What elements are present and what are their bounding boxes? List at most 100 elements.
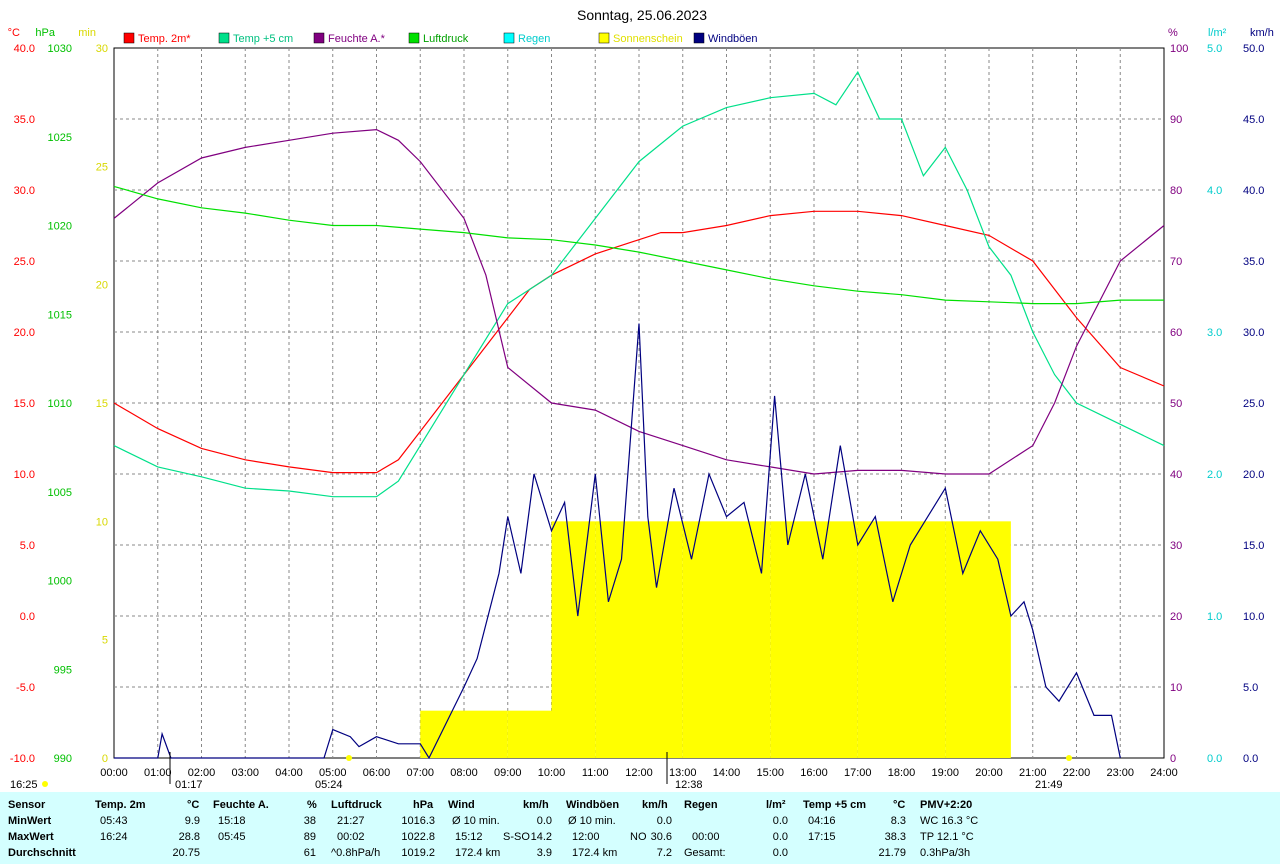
chart-title: Sonntag, 25.06.2023 [577,7,707,23]
temp-axis-tick: 0.0 [20,611,35,623]
humidity-axis-tick: 20 [1170,611,1182,623]
col-rain: Regen [684,799,718,811]
temp-axis-tick: 30.0 [14,185,35,197]
wind-axis-tick: 45.0 [1243,114,1264,126]
moonset-label: 16:25 [10,779,38,791]
pressure-axis-tick: 1020 [48,221,72,233]
cell: 21.79 [878,847,906,859]
cell: 172.4 km [572,847,618,859]
x-tick-label: 05:00 [319,767,347,779]
series-lines [113,70,1165,760]
legend-label: Temp. 2m* [138,33,191,45]
x-tick-label: 07:00 [406,767,434,779]
col-gusts-unit: km/h [642,799,668,811]
legend-swatch [693,32,705,44]
cell: 172.4 km [455,847,501,859]
wind-axis-tick: 30.0 [1243,327,1264,339]
sunshine-bar [857,521,902,758]
col-wind-unit: km/h [523,799,549,811]
cell: 1022.8 [401,831,435,843]
legend-swatch [503,32,515,44]
wind-axis-tick: 5.0 [1243,682,1258,694]
legend-label: Sonnenschein [613,33,683,45]
legend-swatch [313,32,325,44]
sunshine-bars [420,521,1011,758]
astro-markers: 16:25 01:17 05:24 12:38 21:49 [10,752,1072,791]
cell: ^0.8hPa/h [331,847,381,859]
sunshine-bar [945,521,989,758]
legend-swatch [408,32,420,44]
temp-axis-tick: 35.0 [14,114,35,126]
cell: 38.3 [884,831,906,843]
sun-axis-tick: 15 [96,398,108,410]
legend-swatch [123,32,135,44]
x-tick-label: 17:00 [844,767,872,779]
legend-swatch [598,32,610,44]
cell: 28.8 [178,831,200,843]
cell: 3.9 [536,847,552,859]
cell: 8.3 [890,815,906,827]
rain-axis-tick: 5.0 [1207,43,1222,55]
cell: 12:00 [572,831,600,843]
sunshine-bar [595,521,639,758]
sunshine-bar [901,521,946,758]
temp-axis-tick: 10.0 [14,469,35,481]
cell: 1016.3 [401,815,435,827]
sun-axis-tick: 25 [96,161,108,173]
sunshine-bar [989,521,1011,758]
sun-axis-unit: min [78,27,96,39]
x-tick-label: 21:00 [1019,767,1047,779]
cell: S-SO [503,831,530,843]
pressure-axis-tick: 990 [54,753,72,765]
wind-axis-tick: 40.0 [1243,185,1264,197]
cell: 9.9 [184,815,200,827]
legend-label: Temp +5 cm [233,33,293,45]
sun-axis-tick: 0 [102,753,108,765]
humidity-axis-tick: 0 [1170,753,1176,765]
col-temp2m: Temp. 2m [95,799,146,811]
rain-axis-tick: 3.0 [1207,327,1222,339]
humidity-axis-tick: 100 [1170,43,1188,55]
x-tick-label: 11:00 [582,767,609,779]
humidity-axis-tick: 80 [1170,185,1182,197]
humidity-axis-unit: % [1168,27,1178,39]
cell: 21:27 [337,815,365,827]
wind-axis-tick: 20.0 [1243,469,1264,481]
x-tick-label: 23:00 [1106,767,1134,779]
humidity-axis-tick: 40 [1170,469,1182,481]
col-sensor: Sensor [8,799,46,811]
cell: 61 [303,847,316,859]
sunrise-label: 05:24 [315,779,343,791]
legend-label: Luftdruck [423,33,469,45]
rain-axis-unit: l/m² [1208,27,1227,39]
row-avg: Durchschnitt [8,847,76,859]
sunshine-bar [639,521,683,758]
pressure-axis-tick: 1010 [48,398,72,410]
cell: Ø 10 min. [568,815,616,827]
series-line [113,210,1165,474]
wind-axis-unit: km/h [1250,27,1274,39]
legend-swatch [218,32,230,44]
temp-axis-unit: °C [8,27,20,39]
moonrise-label: 01:17 [175,779,203,791]
x-tick-label: 12:00 [625,767,653,779]
rain-axis-tick: 4.0 [1207,185,1222,197]
row-max: MaxWert [8,831,54,843]
humidity-axis-tick: 50 [1170,398,1182,410]
wind-axis-tick: 50.0 [1243,43,1264,55]
x-tick-label: 22:00 [1063,767,1091,779]
cell: 0.0 [536,815,552,827]
rain-axis-tick: 2.0 [1207,469,1222,481]
temp-axis-tick: -10.0 [10,753,35,765]
x-tick-label: 06:00 [363,767,391,779]
cell: TP 12.1 °C [920,831,974,843]
col-pressure: Luftdruck [331,799,382,811]
wind-axis-tick: 10.0 [1243,611,1264,623]
x-tick-label: 19:00 [931,767,959,779]
sunshine-bar [507,710,552,758]
temp-axis-tick: 20.0 [14,327,35,339]
x-tick-label: 16:00 [800,767,828,779]
wind-axis-tick: 15.0 [1243,540,1264,552]
pressure-axis-tick: 1005 [48,487,72,499]
cell: NO [630,831,647,843]
